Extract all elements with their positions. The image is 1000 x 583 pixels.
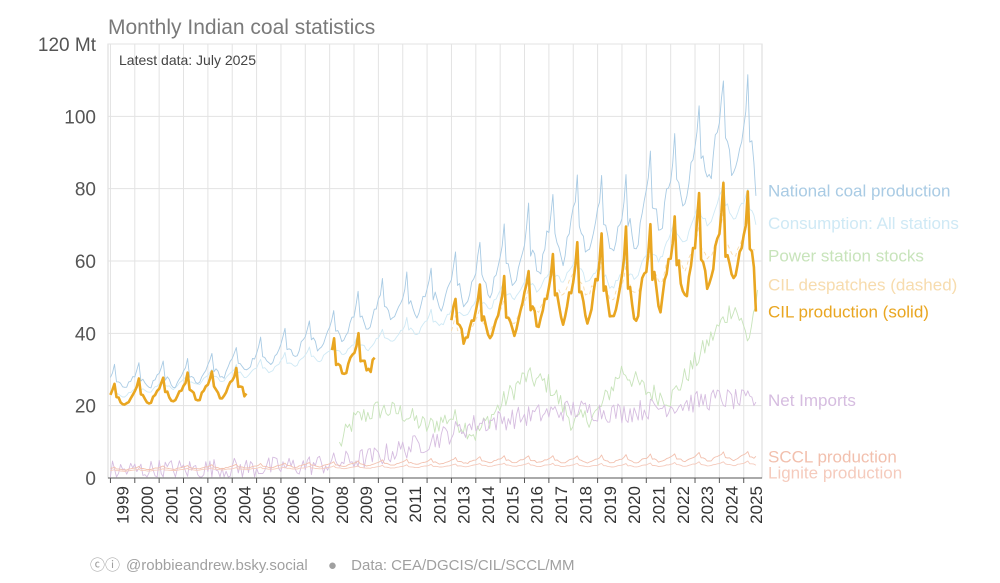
x-tick-label: 2015 bbox=[503, 486, 522, 524]
x-tick-label: 2001 bbox=[162, 486, 181, 524]
series-line bbox=[110, 75, 756, 388]
x-tick-label: 2022 bbox=[674, 486, 693, 524]
x-tick-label: 2024 bbox=[723, 486, 742, 524]
x-tick-label: 2019 bbox=[601, 486, 620, 524]
x-tick-label: 2018 bbox=[576, 486, 595, 524]
x-tick-label: 2011 bbox=[406, 486, 425, 523]
legend-label: CIL despatches (dashed) bbox=[768, 276, 957, 295]
x-tick-label: 2025 bbox=[747, 486, 766, 524]
x-tick-label: 2005 bbox=[260, 486, 279, 524]
footer-credit: ⓒⓘ @robbieandrew.bsky.social ● Data: CEA/… bbox=[90, 554, 581, 575]
x-tick-label: 2010 bbox=[382, 486, 401, 524]
series-national-coal-production bbox=[110, 75, 756, 388]
y-tick-label: 100 bbox=[64, 107, 96, 128]
legend-label: Consumption: All stations bbox=[768, 214, 959, 233]
x-tick-label: 2008 bbox=[333, 486, 352, 524]
x-tick-label: 2002 bbox=[187, 486, 206, 524]
series-line bbox=[110, 390, 756, 477]
x-tick-label: 2014 bbox=[479, 486, 498, 524]
x-tick-label: 2023 bbox=[698, 486, 717, 524]
x-tick-label: 1999 bbox=[114, 486, 133, 524]
x-tick-label: 2013 bbox=[455, 486, 474, 524]
x-tick-label: 2003 bbox=[211, 486, 230, 524]
separator-dot: ● bbox=[328, 557, 337, 574]
legend-label: CIL production (solid) bbox=[768, 303, 929, 322]
series-sccl-production bbox=[110, 452, 756, 470]
x-tick-label: 2004 bbox=[235, 486, 254, 524]
series-line bbox=[332, 333, 375, 374]
data-source: Data: CEA/DGCIS/CIL/SCCL/MM bbox=[351, 557, 574, 574]
y-tick-label: 60 bbox=[75, 252, 96, 273]
x-tick-label: 2020 bbox=[625, 486, 644, 524]
y-tick-label: 40 bbox=[75, 324, 96, 345]
y-tick-label: 20 bbox=[75, 397, 96, 418]
legend-label: Lignite production bbox=[768, 464, 902, 483]
series-consumption-all-stations bbox=[110, 181, 756, 397]
latest-data-annotation: Latest data: July 2025 bbox=[119, 52, 256, 68]
x-tick-label: 2012 bbox=[430, 486, 449, 524]
credit-handle[interactable]: @robbieandrew.bsky.social bbox=[126, 557, 308, 574]
y-tick-label: 80 bbox=[75, 180, 96, 201]
x-tick-label: 2007 bbox=[308, 486, 327, 524]
legend-label: National coal production bbox=[768, 181, 950, 200]
x-tick-label: 2006 bbox=[284, 486, 303, 524]
series-line bbox=[110, 181, 756, 397]
legend-label: Power station stocks bbox=[768, 247, 924, 266]
x-tick-label: 2009 bbox=[357, 486, 376, 524]
series-line bbox=[110, 452, 756, 470]
x-tick-label: 2000 bbox=[138, 486, 157, 524]
cc-icon: ⓒⓘ bbox=[90, 557, 120, 574]
chart-title: Monthly Indian coal statistics bbox=[108, 16, 375, 40]
legend-label: Net Imports bbox=[768, 391, 856, 410]
x-tick-label: 2016 bbox=[528, 486, 547, 524]
x-tick-label: 2021 bbox=[649, 486, 668, 524]
y-tick-label: 120 Mt bbox=[38, 35, 97, 56]
series-net-imports bbox=[110, 390, 756, 477]
y-tick-label: 0 bbox=[85, 469, 96, 490]
x-tick-label: 2017 bbox=[552, 486, 571, 524]
series-line bbox=[110, 368, 246, 405]
series-line bbox=[451, 183, 756, 344]
